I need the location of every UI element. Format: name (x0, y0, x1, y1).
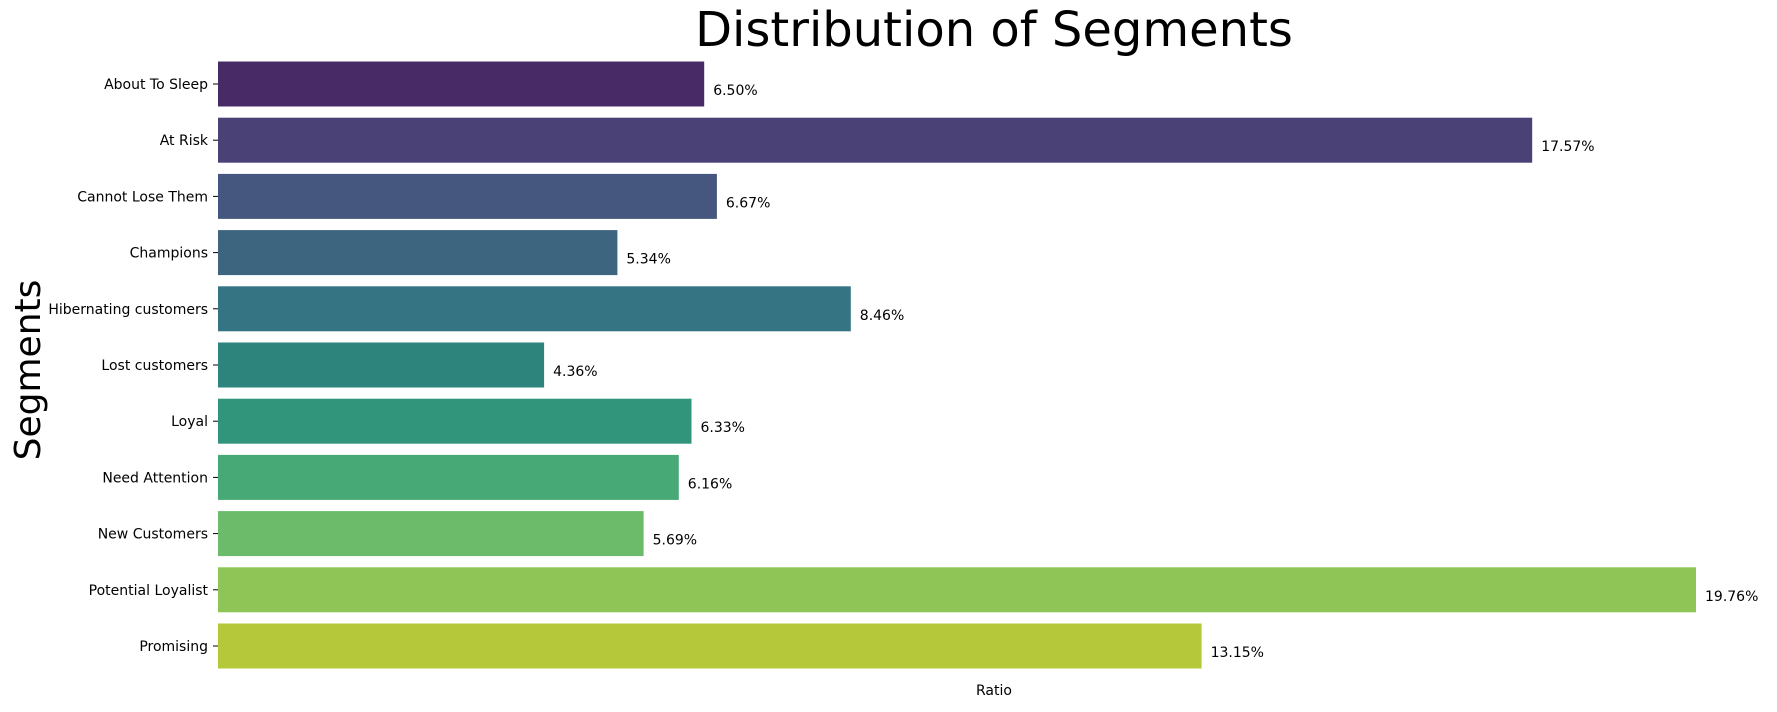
data-label: 5.34% (626, 252, 670, 268)
bar-10 (218, 623, 1202, 669)
y-tick-label: Lost customers (101, 358, 208, 374)
bar-9 (218, 567, 1696, 613)
data-label: 6.16% (688, 476, 732, 492)
y-tick-label: About To Sleep (104, 77, 208, 93)
x-axis-label: Ratio (976, 683, 1012, 699)
chart-title: Distribution of Segments (695, 2, 1293, 58)
data-label: 5.69% (653, 533, 697, 549)
y-axis-label: Segments (8, 280, 49, 461)
data-label: 19.76% (1705, 589, 1758, 605)
bar-8 (218, 511, 644, 557)
data-label: 6.67% (726, 195, 770, 211)
data-label: 6.50% (713, 83, 757, 99)
data-label: 6.33% (701, 420, 745, 436)
data-label: 4.36% (553, 364, 597, 380)
bar-3 (218, 230, 618, 276)
y-tick-label: Need Attention (102, 470, 208, 486)
bar-2 (218, 173, 717, 219)
y-tick-label: Promising (139, 639, 208, 655)
bar-5 (218, 342, 545, 388)
y-tick-label: At Risk (160, 133, 209, 149)
bars-layer: About To Sleep 6.50% At Risk 17.57% Cannot L… (48, 61, 1758, 669)
y-tick-label: Cannot Lose Them (77, 189, 208, 205)
y-tick-label: Hibernating customers (48, 302, 208, 318)
y-tick-label: Potential Loyalist (89, 583, 209, 599)
y-tick-label: Champions (130, 246, 208, 262)
bar-0 (218, 61, 705, 107)
data-label: 8.46% (860, 308, 904, 324)
bar-6 (218, 398, 692, 444)
data-label: 13.15% (1211, 645, 1264, 661)
y-tick-label: New Customers (98, 527, 208, 543)
y-tick-label: Loyal (171, 414, 208, 430)
bar-1 (218, 117, 1533, 163)
bar-7 (218, 454, 679, 500)
bar-4 (218, 286, 851, 332)
data-label: 17.57% (1541, 139, 1594, 155)
